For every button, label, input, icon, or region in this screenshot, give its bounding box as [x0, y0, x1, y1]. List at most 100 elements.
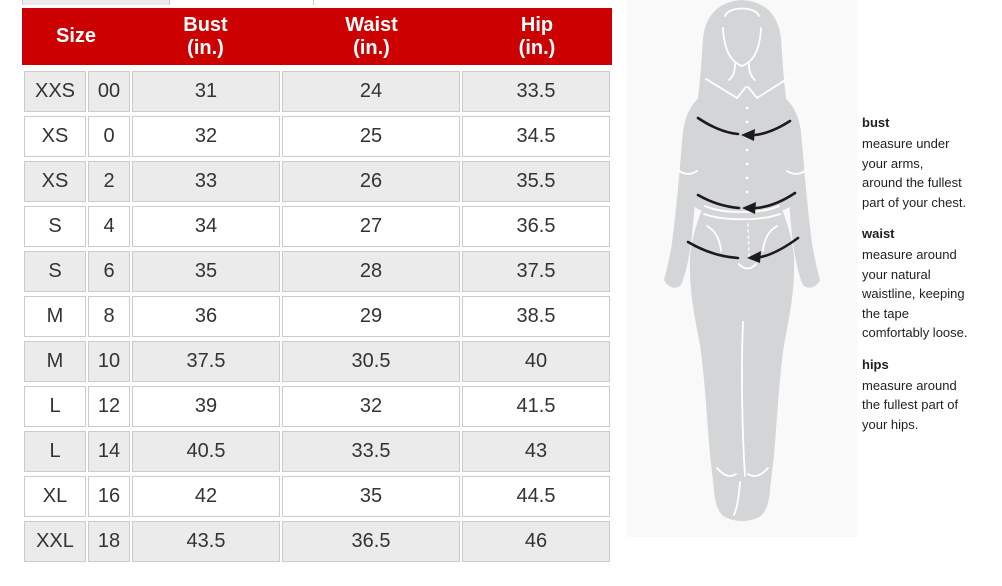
waist-cell: 30.5 — [282, 341, 460, 382]
hip-cell: 43 — [462, 431, 610, 472]
size-letter-cell: M — [24, 341, 86, 382]
woman-silhouette-illustration — [627, 0, 857, 537]
hip-cell: 41.5 — [462, 386, 610, 427]
bust-arrow-line — [753, 119, 792, 137]
sliver-cell — [22, 0, 170, 5]
header-size: Size — [55, 25, 97, 47]
size-number-cell: 00 — [88, 71, 130, 112]
right-pocket-line — [762, 225, 778, 252]
bust-cell: 43.5 — [132, 521, 280, 562]
leg-split-line — [741, 321, 746, 477]
size-letter-cell: XS — [24, 161, 86, 202]
guide-section-bust: bust measure under your arms, around the … — [862, 115, 994, 212]
hips-arrow-line — [759, 236, 800, 259]
waist-cell: 25 — [282, 116, 460, 157]
hip-cell: 33.5 — [462, 71, 610, 112]
header-waist: Waist (in.) — [345, 13, 398, 59]
bust-cell: 31 — [132, 71, 280, 112]
hips-arrowhead — [747, 251, 761, 263]
bust-cell: 32 — [132, 116, 280, 157]
guide-section-label: bust — [862, 115, 890, 130]
hip-cell: 35.5 — [462, 161, 610, 202]
bust-cell: 42 — [132, 476, 280, 517]
figure-detail-lines — [677, 7, 807, 516]
waist-cell: 27 — [282, 206, 460, 247]
fly-line — [747, 223, 750, 259]
table-top-edge-sliver — [22, 0, 612, 5]
head-top-line — [724, 7, 760, 17]
size-letter-cell: L — [24, 431, 86, 472]
size-letter-cell: L — [24, 386, 86, 427]
table-row: S 6 35 28 37.5 — [24, 251, 610, 292]
size-letter-cell: M — [24, 296, 86, 337]
guide-section-hips: hips measure around the fullest part of y… — [862, 357, 994, 435]
size-number-cell: 2 — [88, 161, 130, 202]
measurement-guide: bust measure under your arms, around the … — [862, 115, 994, 448]
bust-cell: 37.5 — [132, 341, 280, 382]
bust-cell: 35 — [132, 251, 280, 292]
face-outline — [722, 27, 762, 67]
waist-cell: 26 — [282, 161, 460, 202]
table-row: L 12 39 32 41.5 — [24, 386, 610, 427]
left-sleeve-hem — [677, 169, 698, 175]
guide-section-waist: waist measure around your natural waistli… — [862, 226, 994, 343]
header-hip: Hip (in.) — [518, 13, 556, 59]
waist-cell: 24 — [282, 71, 460, 112]
table-row: XL 16 42 35 44.5 — [24, 476, 610, 517]
size-number-cell: 12 — [88, 386, 130, 427]
size-number-cell: 16 — [88, 476, 130, 517]
bust-cell: 36 — [132, 296, 280, 337]
size-number-cell: 8 — [88, 296, 130, 337]
table-row: S 4 34 27 36.5 — [24, 206, 610, 247]
size-number-cell: 6 — [88, 251, 130, 292]
bust-cell: 34 — [132, 206, 280, 247]
right-sleeve-hem — [786, 169, 807, 175]
guide-section-text: measure around the fullest part of your … — [862, 377, 959, 432]
right-arm-shape — [783, 96, 820, 288]
right-ankle-line — [747, 467, 769, 477]
collar-left-line — [705, 78, 747, 100]
crotch-line — [738, 263, 757, 270]
waist-arrow-tail — [696, 193, 741, 210]
left-arm-shape — [664, 96, 701, 288]
table-header-row: Size Bust (in.) Waist (in.) Hip (in.) — [22, 8, 612, 65]
left-pocket-line — [706, 225, 722, 252]
waist-cell: 33.5 — [282, 431, 460, 472]
size-chart-table: XXS 00 31 24 33.5 XS 0 32 25 34.5 XS 2 33 26 35.5 S 4 34 2… — [22, 67, 612, 566]
hips-arrow-tail — [686, 240, 740, 260]
size-chart-body: XXS 00 31 24 33.5 XS 0 32 25 34.5 XS 2 33 26 35.5 S 4 34 2… — [24, 71, 610, 562]
bust-arrowhead — [741, 129, 755, 141]
table-row: M 8 36 29 38.5 — [24, 296, 610, 337]
collar-right-line — [747, 78, 788, 100]
size-letter-cell: XS — [24, 116, 86, 157]
hip-cell: 34.5 — [462, 116, 610, 157]
guide-section-text: measure under your arms, around the full… — [862, 136, 967, 210]
guide-section-text: measure around your natural waistline, k… — [862, 247, 968, 340]
size-letter-cell: XXS — [24, 71, 86, 112]
left-ankle-line — [716, 467, 737, 477]
guide-section-label: waist — [862, 226, 895, 241]
size-number-cell: 4 — [88, 206, 130, 247]
waist-cell: 35 — [282, 476, 460, 517]
table-row: XXL 18 43.5 36.5 46 — [24, 521, 610, 562]
bust-cell: 40.5 — [132, 431, 280, 472]
waist-arrowhead — [742, 202, 756, 214]
size-number-cell: 14 — [88, 431, 130, 472]
table-row: L 14 40.5 33.5 43 — [24, 431, 610, 472]
waistband-line-2 — [703, 213, 781, 221]
hip-cell: 36.5 — [462, 206, 610, 247]
measurement-figure-panel — [627, 0, 857, 537]
waistband-line-1 — [704, 205, 780, 213]
waist-cell: 32 — [282, 386, 460, 427]
hip-cell: 44.5 — [462, 476, 610, 517]
size-letter-cell: S — [24, 251, 86, 292]
waist-cell: 28 — [282, 251, 460, 292]
hip-cell: 38.5 — [462, 296, 610, 337]
table-row: XS 2 33 26 35.5 — [24, 161, 610, 202]
waist-arrow-line — [754, 191, 797, 210]
neck-right-line — [748, 63, 756, 81]
hip-cell: 37.5 — [462, 251, 610, 292]
waist-cell: 36.5 — [282, 521, 460, 562]
hip-cell: 46 — [462, 521, 610, 562]
